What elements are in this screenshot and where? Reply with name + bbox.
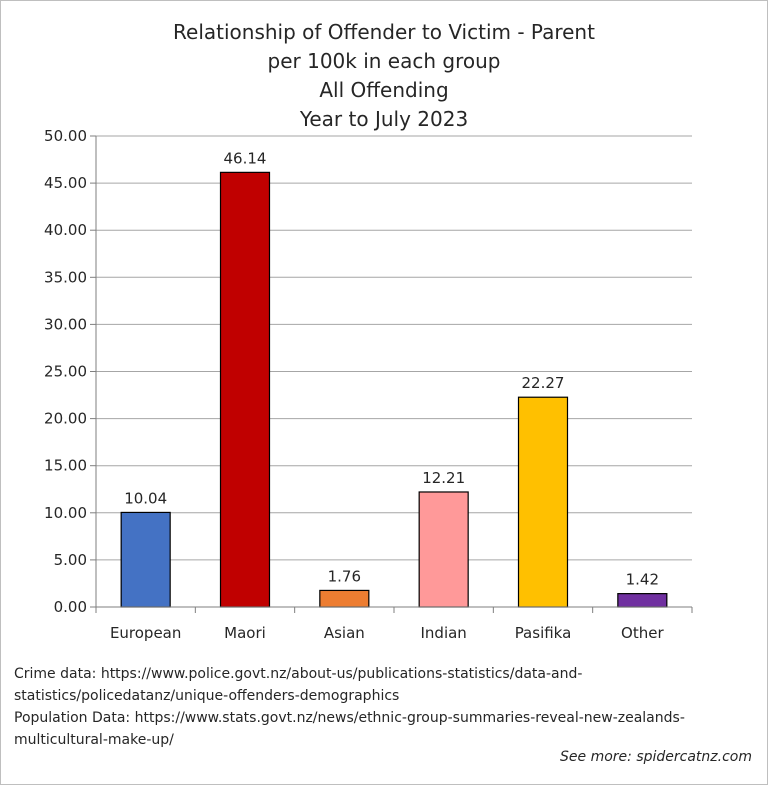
bar-chart: 0.00 5.00 10.00 15.00 20.00 25.00 30.00 35.00 40… [44,127,693,642]
category-label-indian: Indian [421,624,467,642]
bar-other [617,593,668,608]
data-labels: 10.04 46.14 1.76 12.21 22.27 1.42 [124,149,659,588]
source-note-line-2: statistics/policedatanz/unique-offenders… [14,688,400,704]
chart-title-line-3: All Offending [319,78,449,102]
bars [120,171,668,608]
y-tick-label: 40.00 [44,221,87,239]
category-label-other: Other [621,624,664,642]
category-label-pasifika: Pasifika [515,624,572,642]
y-tick-label: 45.00 [44,174,87,192]
source-notes: Crime data: https://www.police.govt.nz/a… [14,663,754,751]
bar-asian [319,589,370,608]
chart-title-line-4: Year to July 2023 [299,107,469,131]
bar-european [120,511,171,608]
chart-title: Relationship of Offender to Victim - Par… [0,18,768,134]
bar-maori [219,171,271,608]
category-label-maori: Maori [224,624,266,642]
bar-pasifika [517,396,569,608]
y-tick-label: 20.00 [44,410,87,428]
axes [95,136,693,613]
y-tick-label: 50.00 [44,127,87,145]
y-tick-label: 10.00 [44,504,87,522]
y-tick-label: 0.00 [54,598,87,616]
data-label-maori: 46.14 [224,149,267,167]
y-tick-label: 35.00 [44,268,87,286]
data-label-indian: 12.21 [422,469,465,487]
category-label-asian: Asian [324,624,365,642]
chart-title-line-1: Relationship of Offender to Victim - Par… [173,20,595,44]
data-label-european: 10.04 [124,489,167,507]
data-label-other: 1.42 [626,571,659,589]
y-axis-ticks: 0.00 5.00 10.00 15.00 20.00 25.00 30.00 35.00 40… [44,127,96,616]
gridlines [96,135,692,561]
source-note-line-1: Crime data: https://www.police.govt.nz/a… [14,666,583,682]
y-tick-label: 5.00 [54,551,87,569]
data-label-asian: 1.76 [328,567,361,585]
category-labels: European Maori Asian Indian Pasifika Other [110,624,665,642]
source-note-line-4: multicultural-make-up/ [14,732,174,748]
y-tick-label: 25.00 [44,363,87,381]
bar-indian [418,491,469,608]
y-tick-label: 15.00 [44,457,87,475]
chart-title-line-2: per 100k in each group [267,49,501,73]
source-note-line-3: Population Data: https://www.stats.govt.… [14,710,685,726]
y-tick-label: 30.00 [44,315,87,333]
category-label-european: European [110,624,181,642]
see-more-credit: See more: spidercatnz.com [560,749,752,765]
data-label-pasifika: 22.27 [522,374,565,392]
